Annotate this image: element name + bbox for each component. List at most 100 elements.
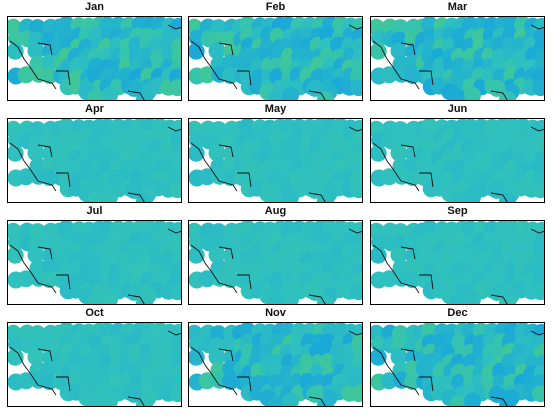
station-circle	[198, 168, 216, 186]
station-circle	[29, 19, 46, 37]
state-border	[9, 126, 181, 202]
station-circle	[390, 246, 408, 264]
station-circle	[221, 271, 239, 288]
station-circle	[101, 290, 118, 304]
station-circle	[464, 86, 481, 100]
station-circle	[371, 246, 387, 264]
station-circle	[198, 270, 216, 288]
state-border	[190, 228, 362, 304]
state-border	[372, 126, 544, 202]
station-circle	[189, 42, 205, 60]
station-circle	[403, 271, 421, 288]
station-circle	[282, 188, 299, 202]
map-frame	[7, 220, 182, 305]
station-circle	[268, 395, 285, 406]
station-circle	[189, 348, 205, 366]
panel-title: Sep	[447, 205, 468, 217]
state-border	[9, 228, 181, 304]
panel-title: May	[264, 103, 287, 115]
station-circle	[390, 42, 408, 60]
map-panel-mar: Mar	[370, 1, 545, 101]
station-circle	[464, 188, 481, 202]
station-circle	[125, 283, 143, 301]
station-circle	[125, 79, 143, 97]
station-circle	[29, 223, 46, 241]
map-frame	[188, 16, 363, 101]
station-circle	[403, 67, 421, 84]
map-frame	[188, 220, 363, 305]
us-map	[189, 323, 362, 406]
panel-title: Dec	[447, 307, 468, 319]
map-frame	[7, 322, 182, 407]
map-panel-aug: Aug	[188, 205, 363, 305]
station-circle	[40, 67, 58, 84]
station-circle	[282, 290, 299, 304]
station-circle	[169, 283, 181, 301]
station-circle	[371, 42, 387, 60]
panel-title: Apr	[85, 103, 104, 115]
station-circle	[532, 283, 544, 301]
map-frame	[7, 118, 182, 203]
station-circle	[17, 270, 35, 288]
map-panel-nov: Nov	[188, 307, 363, 407]
station-circle	[17, 372, 35, 390]
station-circle	[306, 79, 324, 97]
station-circle	[208, 348, 226, 366]
station-circle	[208, 144, 226, 162]
station-circle	[101, 188, 118, 202]
station-circle	[169, 181, 181, 199]
station-circle	[8, 246, 24, 264]
station-circle	[392, 223, 409, 241]
us-map	[371, 17, 544, 100]
station-circle	[101, 86, 118, 100]
station-circle	[210, 19, 227, 37]
map-frame	[188, 322, 363, 407]
station-circle	[350, 79, 362, 97]
panel-title: Feb	[265, 1, 286, 13]
map-panel-jul: Jul	[7, 205, 182, 305]
station-circle	[390, 348, 408, 366]
station-circle	[306, 181, 324, 199]
station-circle	[392, 19, 409, 37]
station-circle	[27, 42, 45, 60]
station-circle	[268, 293, 285, 304]
us-map	[8, 221, 181, 304]
station-circle	[169, 79, 181, 97]
station-circle	[198, 66, 216, 84]
station-circle	[210, 121, 227, 139]
station-circle	[40, 271, 58, 288]
panel-title: Jul	[86, 205, 103, 217]
station-circle	[350, 181, 362, 199]
us-map	[371, 119, 544, 202]
station-circle	[221, 169, 239, 186]
map-panel-dec: Dec	[370, 307, 545, 407]
state-border	[9, 330, 181, 406]
panel-title: Jun	[447, 103, 468, 115]
state-border	[372, 330, 544, 406]
us-map	[189, 221, 362, 304]
station-circle	[450, 293, 467, 304]
station-circle	[208, 246, 226, 264]
station-circle	[392, 121, 409, 139]
station-circle	[532, 79, 544, 97]
station-circle	[306, 283, 324, 301]
station-circle	[380, 372, 398, 390]
station-circle	[403, 169, 421, 186]
station-circle	[189, 246, 205, 264]
panel-title: Jan	[85, 1, 104, 13]
panel-title: Oct	[85, 307, 104, 319]
station-circle	[282, 86, 299, 100]
map-frame	[188, 118, 363, 203]
map-panel-apr: Apr	[7, 103, 182, 203]
station-circle	[488, 283, 506, 301]
station-circle	[450, 191, 467, 202]
station-circle	[532, 385, 544, 403]
map-frame	[370, 322, 545, 407]
station-circle	[87, 395, 104, 406]
station-circle	[210, 325, 227, 343]
map-panel-feb: Feb	[188, 1, 363, 101]
station-circle	[371, 348, 387, 366]
map-panel-jun: Jun	[370, 103, 545, 203]
station-circle	[125, 181, 143, 199]
station-circle	[350, 283, 362, 301]
